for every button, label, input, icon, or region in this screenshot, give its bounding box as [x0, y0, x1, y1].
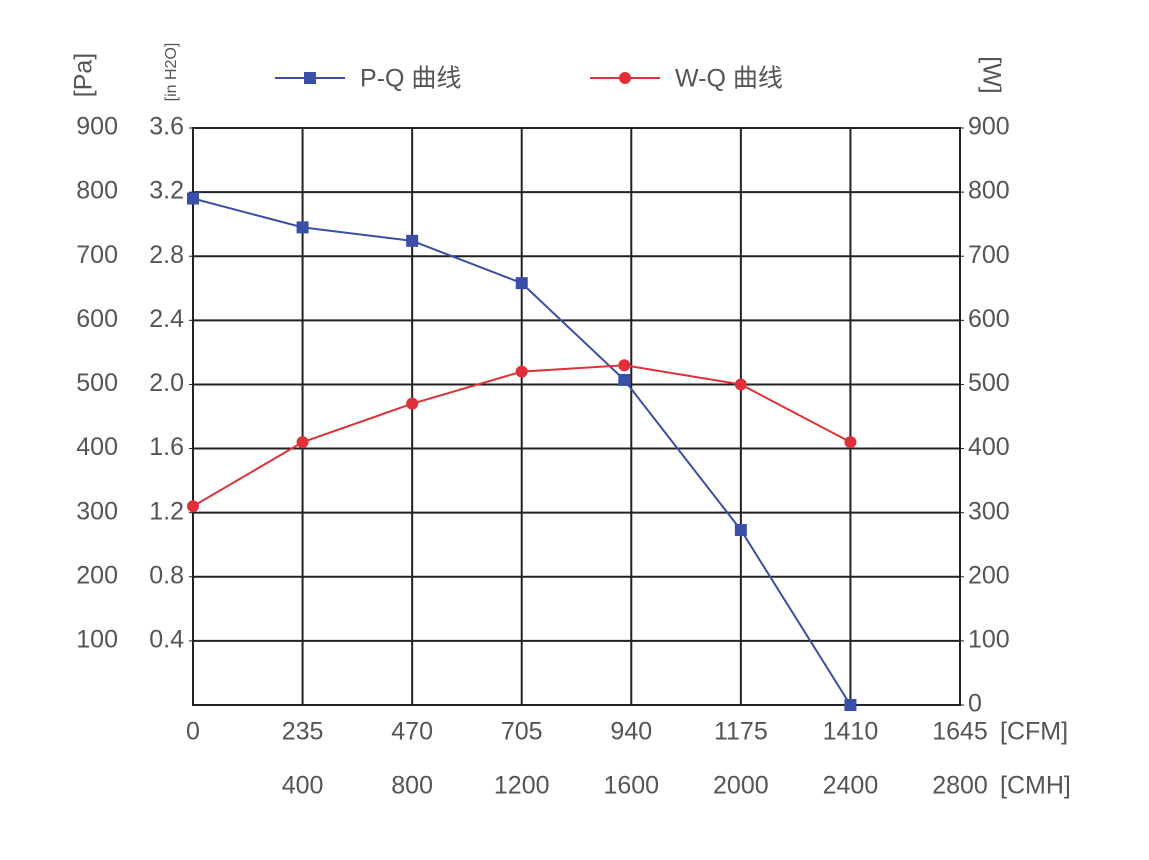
data-point [515, 277, 528, 290]
x-unit: [CFM] [1000, 718, 1068, 746]
y-tick-label: 400 [76, 433, 118, 461]
y-tick-label: 800 [76, 177, 118, 205]
data-point [734, 378, 747, 391]
y-tick-label: 700 [76, 241, 118, 269]
y2-tick-label: 300 [968, 497, 1010, 525]
legend-label: P-Q 曲线 [360, 65, 461, 93]
x2-unit: [CMH] [1000, 772, 1071, 800]
y-alt-tick-label: 3.2 [149, 177, 184, 205]
y-alt-tick-label: 0.8 [149, 561, 184, 589]
data-point [187, 192, 199, 205]
y2-tick-label: 200 [968, 561, 1010, 589]
x-tick-label: 940 [610, 718, 652, 746]
y2-tick-label: 800 [968, 177, 1010, 205]
data-point [844, 436, 857, 449]
y2-tick-label: 100 [968, 625, 1010, 653]
data-point [296, 221, 309, 234]
data-point [296, 436, 309, 449]
y-tick-label: 500 [76, 369, 118, 397]
data-point [515, 365, 528, 378]
y2-axis-label: [W] [977, 56, 1005, 94]
y-alt-tick-label: 1.2 [149, 497, 184, 525]
x-tick-label: 1410 [823, 718, 879, 746]
legend-marker [304, 72, 316, 84]
y-axis-label: [Pa] [70, 53, 98, 97]
y-alt-tick-label: 3.6 [149, 113, 184, 141]
y2-tick-label: 600 [968, 305, 1010, 333]
data-point [406, 397, 419, 410]
x2-tick-label: 800 [391, 772, 433, 800]
y2-tick-label: 400 [968, 433, 1010, 461]
y-tick-label: 600 [76, 305, 118, 333]
x2-tick-label: 1600 [603, 772, 659, 800]
data-point [618, 359, 631, 372]
y2-tick-label: 700 [968, 241, 1010, 269]
x2-tick-label: 2000 [713, 772, 769, 800]
legend-label: W-Q 曲线 [675, 65, 783, 93]
x-tick-label: 235 [282, 718, 324, 746]
y2-tick-label: 900 [968, 113, 1010, 141]
data-point [187, 500, 199, 513]
data-point [618, 373, 631, 386]
x2-tick-label: 2400 [823, 772, 879, 800]
y-tick-label: 300 [76, 497, 118, 525]
x2-tick-label: 1200 [494, 772, 550, 800]
x2-tick-label: 400 [282, 772, 324, 800]
data-point [734, 523, 747, 536]
x-tick-label: 1645 [932, 718, 988, 746]
plot-frame [192, 127, 961, 706]
y-alt-tick-label: 2.4 [149, 305, 184, 333]
y2-tick-label: 0 [968, 690, 982, 718]
x2-tick-label: 2800 [932, 772, 988, 800]
y-alt-tick-label: 2.8 [149, 241, 184, 269]
y-alt-tick-label: 0.4 [149, 625, 184, 653]
x-tick-label: 0 [186, 718, 200, 746]
y-alt-axis-label: [in H2O] [163, 43, 180, 102]
x-tick-label: 705 [501, 718, 543, 746]
data-point [844, 699, 857, 711]
x-tick-label: 470 [391, 718, 433, 746]
y2-tick-label: 500 [968, 369, 1010, 397]
y-alt-tick-label: 1.6 [149, 433, 184, 461]
x-tick-label: 1175 [714, 718, 768, 746]
y-alt-tick-label: 2.0 [149, 369, 184, 397]
y-tick-label: 100 [76, 625, 118, 653]
y-tick-label: 200 [76, 561, 118, 589]
legend-marker [619, 72, 631, 84]
y-tick-label: 900 [76, 113, 118, 141]
data-point [406, 234, 419, 247]
